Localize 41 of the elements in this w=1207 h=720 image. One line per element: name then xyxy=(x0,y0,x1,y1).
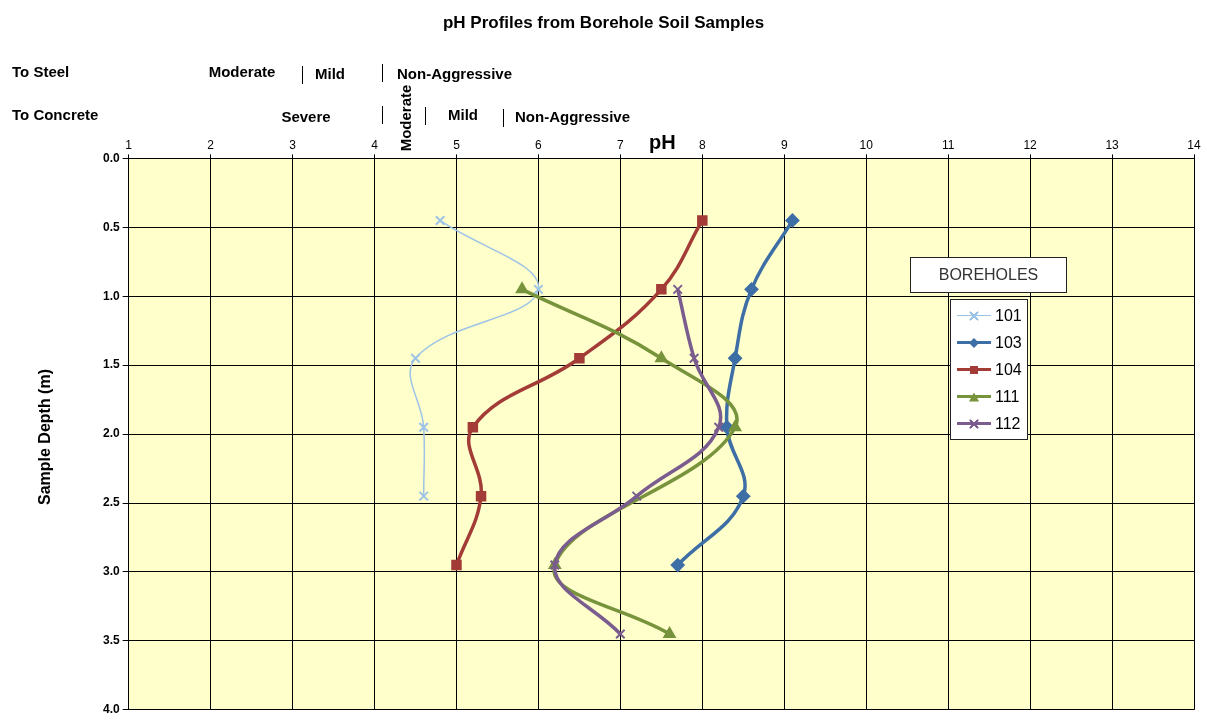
x-tick-label: 9 xyxy=(780,137,788,152)
x-tick-label: 11 xyxy=(941,137,955,152)
x-tick-label: 6 xyxy=(535,137,543,152)
text: Moderate xyxy=(396,84,414,152)
x-tick-label: 8 xyxy=(698,137,706,152)
x-tick-label: 5 xyxy=(453,137,461,152)
text: Non-Aggressive xyxy=(397,65,513,82)
x-tick-label: 1 xyxy=(125,137,133,152)
y-tick-label: 3.5 xyxy=(102,633,120,648)
x-tick-label: 10 xyxy=(859,137,874,152)
x-axis-title: pH xyxy=(649,131,676,155)
text: To Steel xyxy=(12,63,70,80)
y-tick-label: 4.0 xyxy=(102,702,120,717)
chart-title: pH Profiles from Borehole Soil Samples xyxy=(441,13,766,33)
x-tick-label: 3 xyxy=(289,137,297,152)
text: Severe xyxy=(281,108,331,125)
text: Moderate xyxy=(208,63,276,80)
legend-label: 112 xyxy=(995,414,1021,433)
y-tick-label: 2.5 xyxy=(102,495,120,510)
y-tick-label: 2.0 xyxy=(102,426,120,441)
text: To Concrete xyxy=(12,106,99,123)
y-tick-label: 3.0 xyxy=(102,564,120,579)
text: Non-Aggressive xyxy=(515,108,631,125)
x-tick-label: 4 xyxy=(371,137,379,152)
legend-label: 104 xyxy=(995,360,1022,379)
text: Mild xyxy=(315,65,345,82)
legend-label: 101 xyxy=(995,306,1022,325)
y-axis-title: Sample Depth (m) xyxy=(36,368,54,506)
x-tick-label: 2 xyxy=(207,137,215,152)
y-tick-label: 0.0 xyxy=(102,150,120,165)
x-tick-label: 14 xyxy=(1187,137,1201,152)
y-tick-label: 1.0 xyxy=(102,288,120,303)
y-tick-label: 0.5 xyxy=(102,219,120,234)
legend-title-box: BOREHOLES xyxy=(910,257,1067,293)
legend-label: 103 xyxy=(995,333,1022,352)
x-tick-label: 13 xyxy=(1105,137,1120,152)
y-tick-label: 1.5 xyxy=(102,357,120,372)
text: Mild xyxy=(448,106,478,123)
legend-label: 111 xyxy=(995,387,1020,406)
x-tick-label: 7 xyxy=(617,137,625,152)
x-tick-label: 12 xyxy=(1023,137,1038,152)
